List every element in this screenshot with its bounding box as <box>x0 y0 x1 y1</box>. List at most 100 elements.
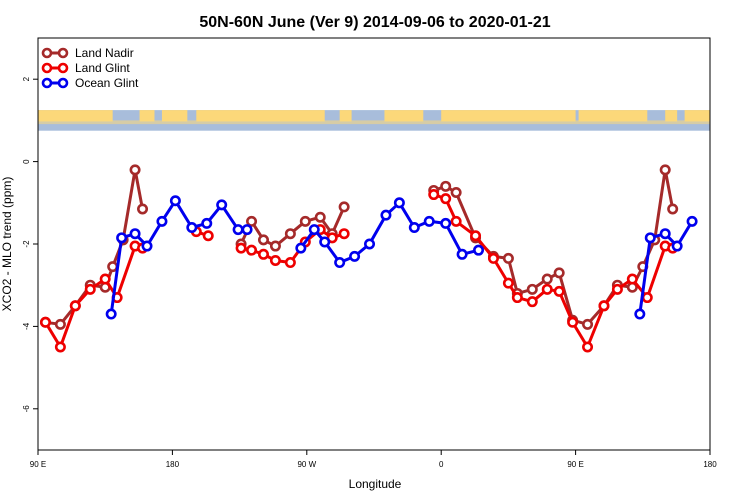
y-tick-label: 0 <box>22 159 31 164</box>
data-point <box>487 252 499 264</box>
legend-item: Land Nadir <box>41 46 134 60</box>
series-layer <box>39 164 698 353</box>
data-point <box>567 316 579 328</box>
legend-label: Land Nadir <box>75 46 134 60</box>
data-point <box>39 316 51 328</box>
legend-marker <box>57 77 69 89</box>
data-point <box>473 244 485 256</box>
map-land <box>441 110 576 122</box>
data-point <box>553 267 565 279</box>
data-point <box>428 189 440 201</box>
data-point <box>54 318 66 330</box>
data-point <box>526 283 538 295</box>
data-point <box>380 209 392 221</box>
data-point <box>634 308 646 320</box>
legend-marker <box>57 47 69 59</box>
series-2 <box>105 195 698 320</box>
map-land <box>38 120 710 125</box>
data-point <box>269 240 281 252</box>
data-point <box>308 224 320 236</box>
data-point <box>105 308 117 320</box>
y-tick-label: -2 <box>22 240 31 248</box>
y-axis-label: XCO2 - MLO trend (ppm) <box>0 177 14 312</box>
data-point <box>116 232 128 244</box>
map-land <box>139 110 155 122</box>
data-point <box>470 230 482 242</box>
data-point <box>598 300 610 312</box>
data-point <box>541 273 553 285</box>
legend-label: Ocean Glint <box>75 76 139 90</box>
data-point <box>137 203 149 215</box>
map-land <box>161 110 188 122</box>
data-point <box>440 180 452 192</box>
legend-label: Land Glint <box>75 61 130 75</box>
data-point <box>659 228 671 240</box>
data-point <box>241 224 253 236</box>
series-line <box>433 168 675 326</box>
legend-item: Ocean Glint <box>41 76 139 90</box>
data-point <box>295 242 307 254</box>
data-point <box>54 341 66 353</box>
x-tick-label: 0 <box>439 460 444 469</box>
x-axis-label: Longitude <box>349 477 402 491</box>
data-point <box>686 215 698 227</box>
data-point <box>408 222 420 234</box>
data-point <box>393 197 405 209</box>
data-point <box>84 283 96 295</box>
x-tick-label: 90 E <box>30 460 46 469</box>
data-point <box>201 217 213 229</box>
map-land <box>684 110 710 122</box>
data-point <box>284 257 296 269</box>
data-point <box>364 238 376 250</box>
y-tick-label: 2 <box>22 76 31 81</box>
series-1 <box>39 189 679 353</box>
data-point <box>423 215 435 227</box>
map-land <box>339 110 352 122</box>
data-point <box>314 211 326 223</box>
data-point <box>156 215 168 227</box>
legend-item: Land Glint <box>41 61 130 75</box>
data-point <box>456 248 468 260</box>
world-map-band <box>38 110 710 131</box>
y-axis: 2 0 -2 -4 -6 <box>22 76 38 412</box>
data-point <box>626 273 638 285</box>
data-point <box>269 254 281 266</box>
series-line <box>433 193 674 349</box>
data-point <box>541 283 553 295</box>
data-point <box>338 201 350 213</box>
data-point <box>644 232 656 244</box>
data-point <box>169 195 181 207</box>
series-line <box>45 168 144 326</box>
data-point <box>246 215 258 227</box>
data-point <box>129 228 141 240</box>
data-point <box>440 217 452 229</box>
data-point <box>257 234 269 246</box>
data-point <box>232 224 244 236</box>
data-point <box>246 244 258 256</box>
data-point <box>502 277 514 289</box>
data-point <box>671 240 683 252</box>
data-point <box>235 242 247 254</box>
data-point <box>129 164 141 176</box>
data-point <box>450 187 462 199</box>
legend-marker <box>41 77 53 89</box>
data-point <box>338 228 350 240</box>
x-tick-label: 180 <box>703 460 717 469</box>
data-point <box>202 230 214 242</box>
x-axis: 90 E 180 90 W 0 90 E 180 <box>30 450 717 469</box>
data-point <box>284 228 296 240</box>
data-point <box>334 257 346 269</box>
data-point <box>69 300 81 312</box>
data-point <box>553 285 565 297</box>
map-land <box>196 110 325 122</box>
data-point <box>511 292 523 304</box>
chart-title: 50N-60N June (Ver 9) 2014-09-06 to 2020-… <box>199 14 550 31</box>
series-line <box>44 244 143 349</box>
data-point <box>450 215 462 227</box>
data-point <box>216 199 228 211</box>
data-point <box>186 222 198 234</box>
data-point <box>611 283 623 295</box>
map-land <box>578 110 648 122</box>
